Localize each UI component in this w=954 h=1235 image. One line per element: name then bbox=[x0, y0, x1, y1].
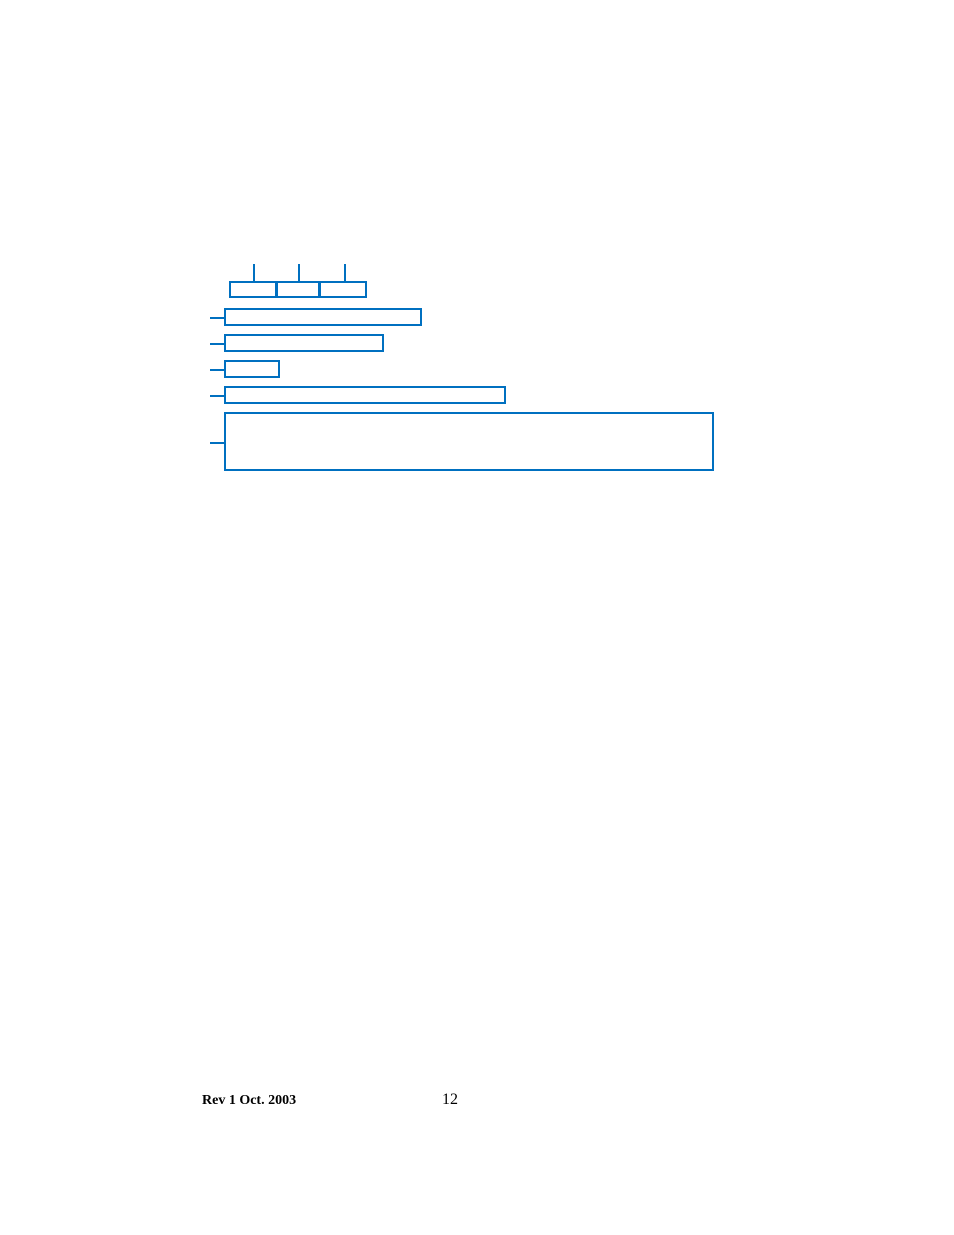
top-box bbox=[319, 281, 367, 298]
top-tick bbox=[344, 264, 346, 281]
bar-box bbox=[224, 412, 714, 471]
top-tick bbox=[253, 264, 255, 281]
footer-revision-text: Rev 1 Oct. 2003 bbox=[202, 1093, 296, 1109]
bar-stub bbox=[210, 343, 224, 345]
bar-stub bbox=[210, 442, 224, 444]
bar-box bbox=[224, 308, 422, 326]
top-box bbox=[276, 281, 320, 298]
bar-box bbox=[224, 334, 384, 352]
top-tick bbox=[298, 264, 300, 281]
top-box bbox=[229, 281, 277, 298]
bar-stub bbox=[210, 317, 224, 319]
bar-box bbox=[224, 360, 280, 378]
page-number: 12 bbox=[442, 1091, 458, 1109]
bar-stub bbox=[210, 369, 224, 371]
bar-box bbox=[224, 386, 506, 404]
bar-stub bbox=[210, 395, 224, 397]
